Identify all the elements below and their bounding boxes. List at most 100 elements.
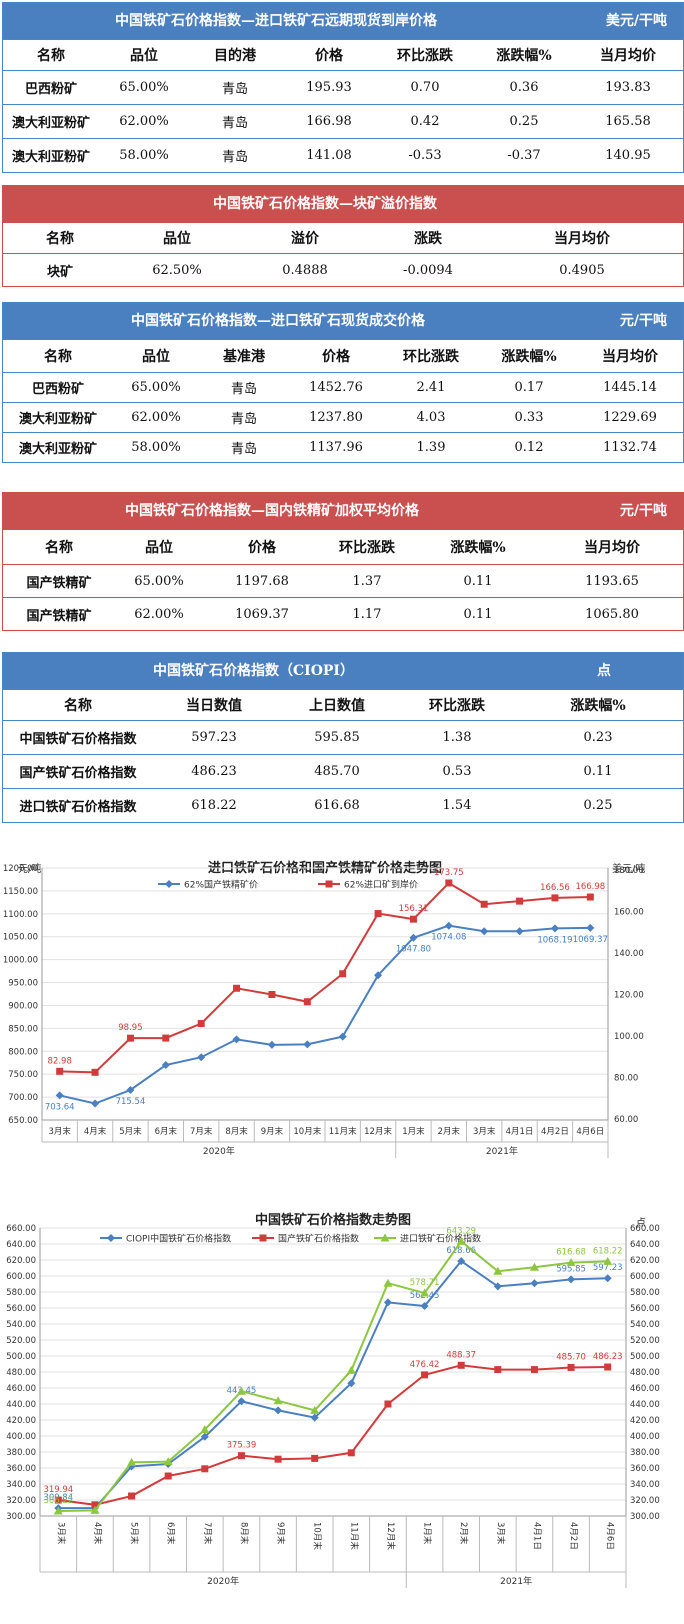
data-label: 1074.08 — [431, 933, 466, 943]
table-row: 澳大利亚粉矿 58.00% 青岛 1137.96 1.39 0.12 1132.74 — [3, 432, 683, 462]
cell-value: 0.70 — [410, 80, 440, 95]
data-label: 616.68 — [556, 1248, 586, 1258]
y-tick-label: 480.00 — [6, 1368, 36, 1378]
table-title: 中国铁矿石价格指数—国内铁精矿加权平均价格 — [125, 503, 419, 519]
cell-value: 1229.69 — [603, 410, 657, 425]
cell-value: 1197.68 — [235, 573, 289, 589]
data-point — [127, 1457, 137, 1466]
table-header: 中国铁矿石价格指数—块矿溢价指数 — [3, 186, 683, 222]
data-point — [567, 1275, 576, 1284]
y-right-tick-label: 660.00 — [630, 1224, 660, 1234]
data-point — [201, 1465, 209, 1473]
y-right-tick-label: 140.00 — [614, 949, 644, 959]
table-row: 国产铁矿石价格指数 486.23 485.70 0.53 0.11 — [3, 754, 683, 788]
cell-value: 165.58 — [605, 114, 651, 129]
cell-value: 140.95 — [605, 148, 651, 163]
data-point — [91, 1501, 99, 1509]
cell-value: 青岛 — [230, 412, 257, 427]
cell-value: 193.83 — [605, 80, 651, 95]
data-point — [383, 1278, 393, 1287]
data-point — [586, 923, 595, 932]
row-name: 中国铁矿石价格指数 — [19, 732, 137, 747]
data-point — [409, 915, 417, 923]
row-name: 国产铁精矿 — [26, 608, 92, 624]
y-tick-label: 300.00 — [6, 1512, 36, 1522]
column-label: 品位 — [142, 349, 170, 365]
y-right-tick-label: 620.00 — [630, 1256, 660, 1266]
cell-value: 0.23 — [583, 730, 613, 745]
x-tick-label: 6月末 — [155, 1126, 178, 1137]
column-label: 上日数值 — [309, 698, 365, 714]
cell-value: -0.37 — [507, 148, 541, 163]
cell-value: 1.38 — [442, 730, 472, 745]
y-right-tick-label: 500.00 — [630, 1352, 660, 1362]
cell-value: 0.11 — [463, 573, 493, 589]
x-tick-label: 9月末 — [261, 1126, 284, 1137]
table-unit: 美元/干吨 — [605, 13, 667, 29]
cell-value: 1.37 — [352, 573, 382, 589]
cell-value: 62.50% — [152, 262, 202, 278]
cell-value: 0.33 — [514, 410, 544, 425]
table-row: 国产铁精矿 62.00% 1069.37 1.17 0.11 1065.80 — [3, 597, 683, 630]
column-label: 环比涨跌 — [397, 48, 453, 64]
x-tick-label: 9月末 — [275, 1522, 286, 1545]
y-right-tick-label: 60.00 — [614, 1115, 638, 1125]
table-unit: 点 — [597, 663, 611, 679]
row-name: 澳大利亚粉矿 — [18, 442, 97, 457]
cell-value: 1069.37 — [235, 606, 289, 622]
data-label: 173.75 — [434, 868, 464, 878]
cell-value: 0.25 — [583, 798, 613, 813]
series-line — [58, 1364, 608, 1506]
cell-value: 青岛 — [221, 82, 248, 97]
cell-value: 0.4888 — [282, 262, 328, 278]
data-point — [383, 1298, 392, 1307]
data-point — [529, 1262, 539, 1271]
data-point — [267, 1040, 276, 1049]
column-label: 涨跌幅% — [570, 698, 626, 714]
column-label: 品位 — [130, 48, 158, 64]
table-row: 澳大利亚粉矿 58.00% 青岛 141.08 -0.53 -0.37 140.95 — [3, 138, 683, 172]
y-right-tick-label: 320.00 — [630, 1496, 660, 1506]
table-row: 巴西粉矿 65.00% 青岛 1452.76 2.41 0.17 1445.14 — [3, 372, 683, 402]
data-label: 703.64 — [45, 1102, 75, 1112]
y-tick-label: 500.00 — [6, 1352, 36, 1362]
y-right-tick-label: 600.00 — [630, 1272, 660, 1282]
column-label: 名称 — [64, 698, 92, 714]
x-tick-label: 4月2日 — [541, 1127, 569, 1137]
data-point — [161, 1061, 170, 1070]
data-point — [456, 1236, 466, 1245]
data-label: 715.54 — [116, 1097, 146, 1107]
data-point — [163, 1457, 173, 1466]
table-header: 中国铁矿石价格指数（CIOPI） 点 — [3, 653, 683, 689]
x-tick-label: 7月末 — [202, 1522, 213, 1545]
series-line — [58, 1239, 608, 1513]
y-tick-label: 1100.00 — [3, 910, 38, 920]
data-point — [421, 1371, 429, 1379]
data-point — [197, 1020, 205, 1028]
column-label: 溢价 — [291, 231, 319, 247]
cell-value: -0.53 — [408, 148, 442, 163]
x-tick-label: 3月末 — [55, 1522, 66, 1545]
y-right-tick-label: 540.00 — [630, 1320, 660, 1330]
y-tick-label: 600.00 — [6, 1272, 36, 1282]
data-point — [274, 1455, 282, 1463]
x-tick-label: 11月末 — [329, 1126, 357, 1137]
cell-value: 0.53 — [442, 764, 472, 779]
y-tick-label: 950.00 — [8, 979, 38, 989]
legend-label: 62%国产铁精矿价 — [184, 879, 258, 891]
y-right-tick-label: 420.00 — [630, 1416, 660, 1426]
cell-value: 62.00% — [119, 114, 169, 129]
y-right-tick-label: 480.00 — [630, 1368, 660, 1378]
x-tick-label: 5月末 — [119, 1126, 142, 1137]
table-row: 巴西粉矿 65.00% 青岛 195.93 0.70 0.36 193.83 — [3, 70, 683, 104]
y-tick-label: 650.00 — [8, 1116, 38, 1126]
x-tick-label: 4月1日 — [531, 1522, 541, 1550]
data-point — [165, 880, 173, 888]
y-tick-label: 420.00 — [6, 1416, 36, 1426]
x-tick-label: 10月末 — [312, 1522, 323, 1550]
data-point — [197, 1053, 206, 1062]
y-tick-label: 340.00 — [6, 1480, 36, 1490]
data-point — [236, 1386, 246, 1395]
x-tick-label: 11月末 — [348, 1522, 359, 1550]
